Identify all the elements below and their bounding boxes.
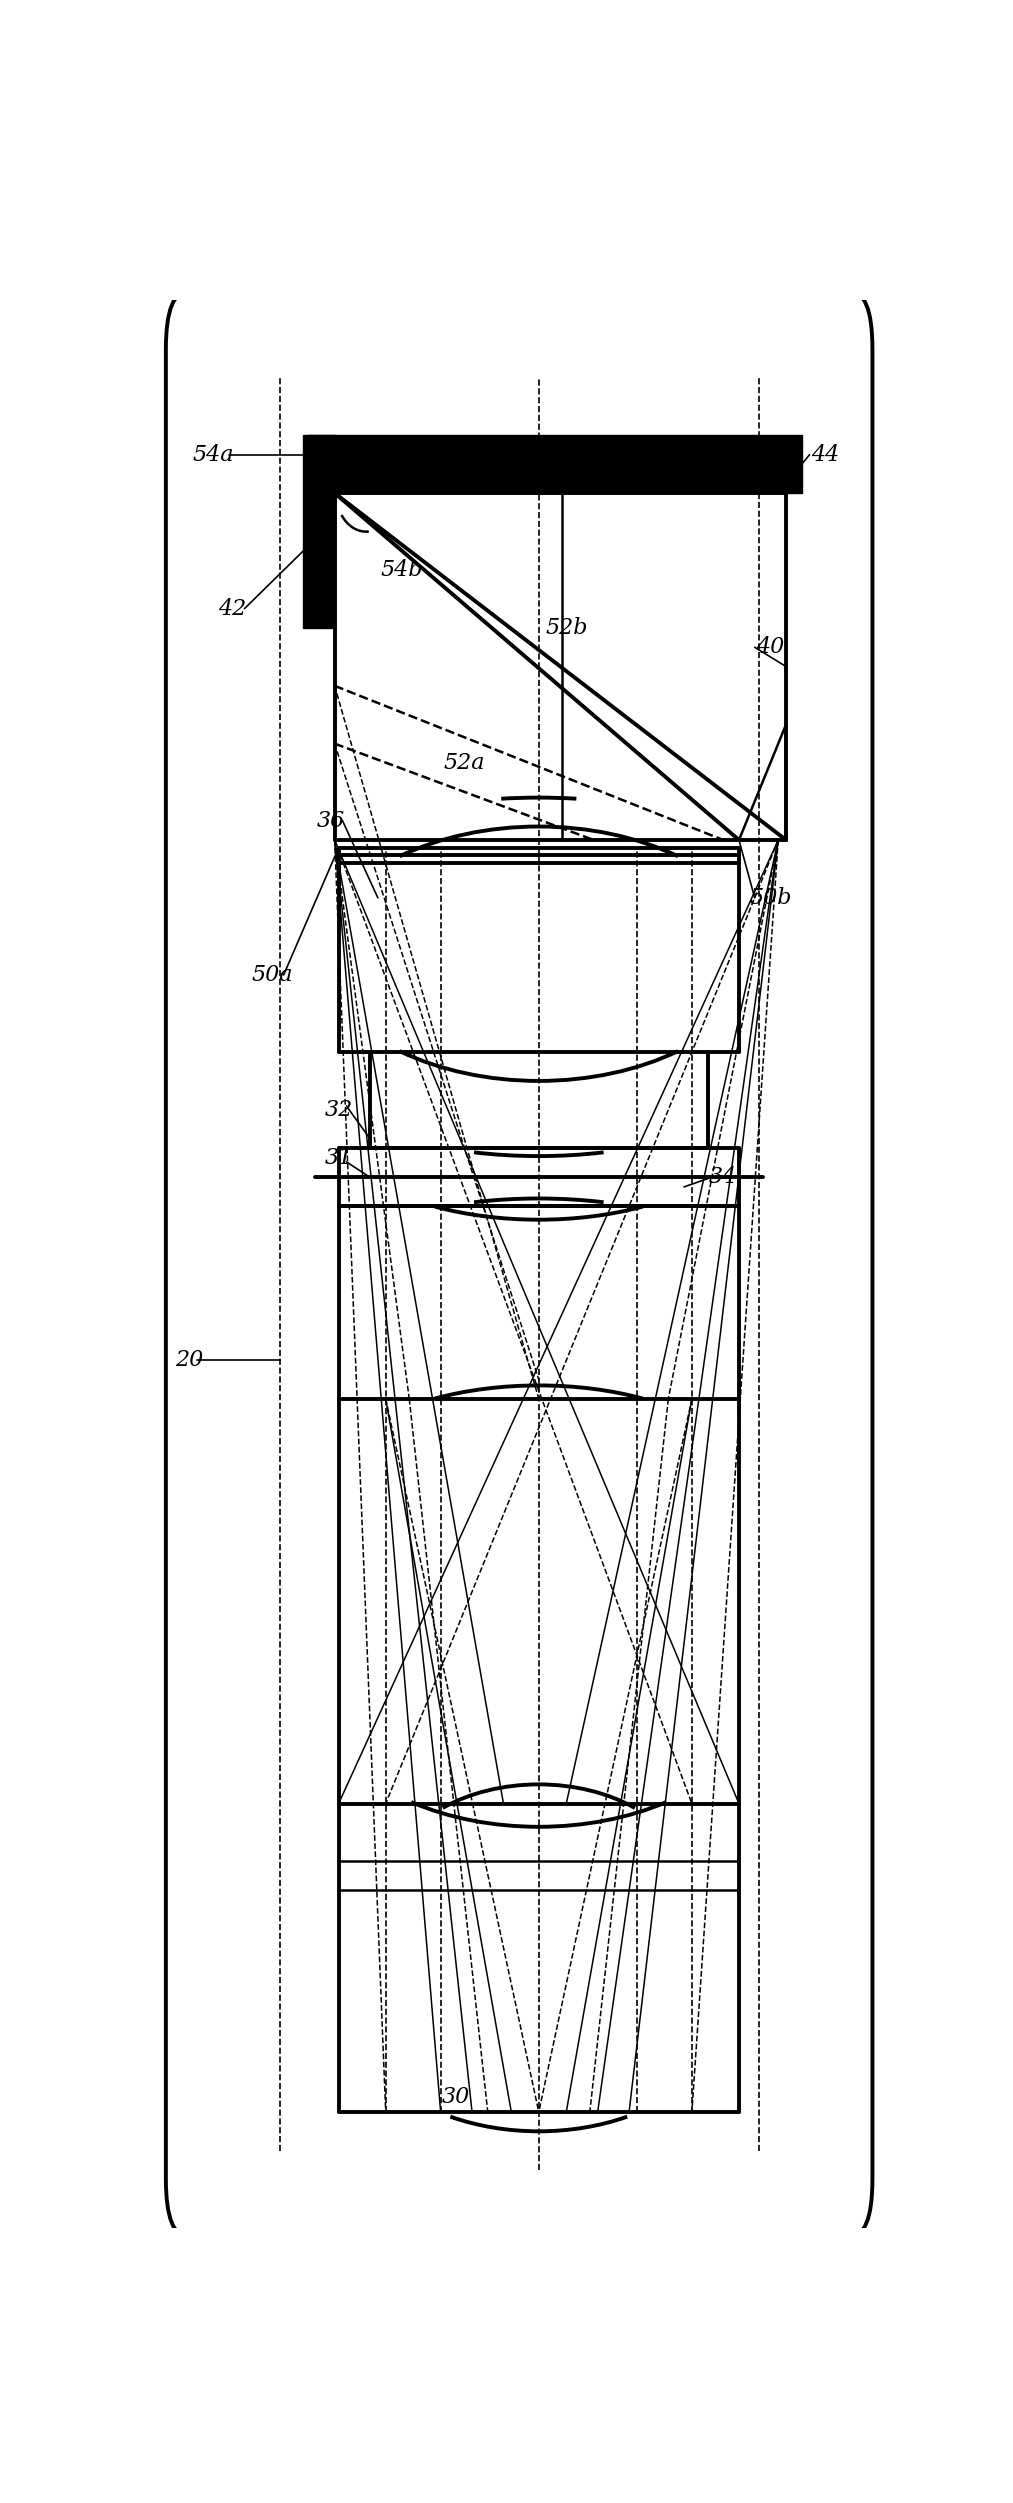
- Text: 32: 32: [324, 1099, 353, 1121]
- Text: 34: 34: [709, 1166, 737, 1189]
- Text: 36: 36: [317, 811, 344, 831]
- Text: 44: 44: [811, 443, 840, 466]
- Text: 20: 20: [175, 1349, 204, 1372]
- Text: 52a: 52a: [444, 751, 485, 773]
- Text: 30: 30: [443, 2085, 470, 2108]
- Text: 52b: 52b: [545, 618, 588, 638]
- Text: 50b: 50b: [750, 886, 791, 909]
- Polygon shape: [303, 436, 334, 628]
- Polygon shape: [307, 436, 802, 493]
- Text: 54b: 54b: [380, 558, 422, 581]
- Text: 50a: 50a: [251, 964, 293, 986]
- Text: 31: 31: [324, 1146, 353, 1169]
- Text: 42: 42: [219, 598, 247, 621]
- FancyBboxPatch shape: [166, 290, 872, 2238]
- Text: 40: 40: [757, 636, 784, 658]
- Text: 54a: 54a: [192, 443, 234, 466]
